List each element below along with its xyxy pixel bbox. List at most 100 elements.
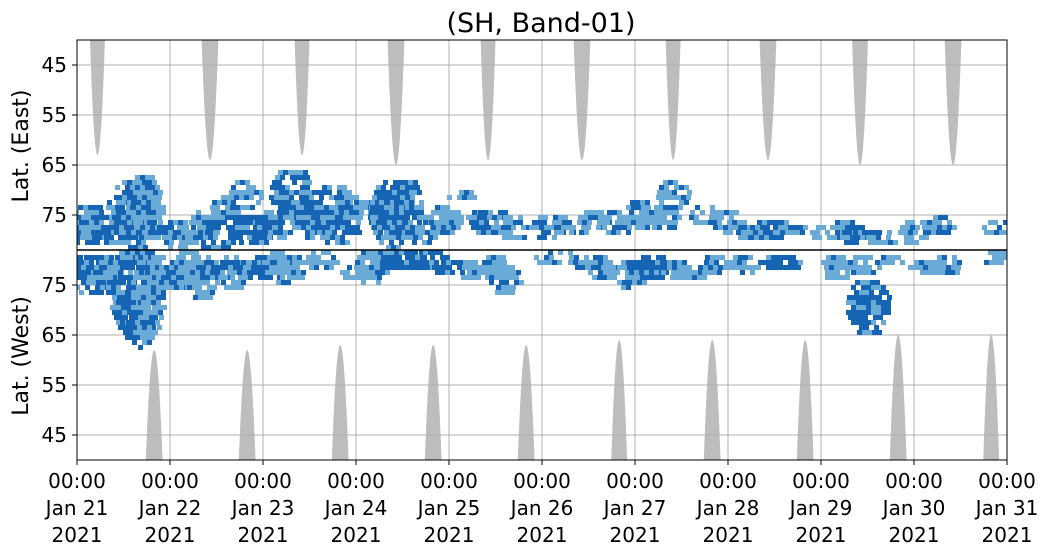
activity-cell xyxy=(719,215,724,220)
activity-cell xyxy=(377,195,382,200)
activity-cell xyxy=(858,255,863,260)
activity-cell xyxy=(853,255,858,260)
activity-cell xyxy=(326,220,331,225)
activity-cell xyxy=(600,220,605,225)
activity-cell xyxy=(723,265,728,270)
activity-cell xyxy=(269,195,274,200)
activity-cell xyxy=(117,295,122,300)
activity-cell xyxy=(946,230,951,235)
activity-cell xyxy=(947,220,952,225)
activity-cell xyxy=(263,230,268,235)
activity-cell xyxy=(199,220,204,225)
activity-cell xyxy=(496,270,501,275)
activity-cell xyxy=(205,280,210,285)
activity-cell xyxy=(630,260,635,265)
activity-cell xyxy=(876,310,881,315)
activity-cell xyxy=(187,285,192,290)
activity-cell xyxy=(871,285,876,290)
activity-cell xyxy=(441,225,446,230)
activity-cell xyxy=(277,210,282,215)
activity-cluster-95 xyxy=(982,220,1007,235)
activity-cell xyxy=(234,190,239,195)
activity-cell xyxy=(750,270,755,275)
activity-cell xyxy=(220,270,225,275)
activity-cell xyxy=(111,205,116,210)
activity-cell xyxy=(854,290,859,295)
activity-cell xyxy=(143,330,148,335)
activity-cell xyxy=(500,290,505,295)
activity-cell xyxy=(140,250,145,255)
activity-cell xyxy=(329,210,334,215)
night-region-west-9 xyxy=(889,335,907,460)
activity-cell xyxy=(657,215,662,220)
activity-cell xyxy=(408,235,413,240)
activity-cell xyxy=(446,225,451,230)
activity-cell xyxy=(569,255,574,260)
activity-cell xyxy=(487,260,492,265)
activity-cell xyxy=(249,240,254,245)
activity-cell xyxy=(640,260,645,265)
activity-cell xyxy=(392,255,397,260)
activity-cell xyxy=(215,205,220,210)
activity-cluster-63 xyxy=(554,225,589,235)
activity-cell xyxy=(314,205,319,210)
activity-cell xyxy=(85,285,90,290)
activity-cell xyxy=(272,225,277,230)
activity-cell xyxy=(69,220,74,225)
activity-cell xyxy=(340,225,345,230)
activity-cell xyxy=(383,180,388,185)
activity-cell xyxy=(459,220,464,225)
activity-cell xyxy=(130,335,135,340)
activity-cell xyxy=(627,225,632,230)
activity-cell xyxy=(280,185,285,190)
activity-cell xyxy=(340,240,345,245)
activity-cell xyxy=(992,255,997,260)
activity-cell xyxy=(136,285,141,290)
activity-cell xyxy=(926,230,931,235)
activity-cell xyxy=(552,220,557,225)
activity-cell xyxy=(161,255,166,260)
activity-cell xyxy=(148,310,153,315)
activity-cell xyxy=(206,245,211,250)
activity-cell xyxy=(713,225,718,230)
activity-cell xyxy=(329,195,334,200)
activity-cell xyxy=(877,330,882,335)
activity-cell xyxy=(867,330,872,335)
activity-cell xyxy=(104,265,109,270)
activity-cell xyxy=(128,245,133,250)
activity-cell xyxy=(905,225,910,230)
activity-cell xyxy=(254,230,259,235)
activity-cell xyxy=(998,250,1003,255)
activity-cell xyxy=(999,230,1004,235)
activity-cell xyxy=(379,240,384,245)
activity-cell xyxy=(456,260,461,265)
activity-cell xyxy=(374,190,379,195)
activity-cell xyxy=(391,245,396,250)
activity-cell xyxy=(420,265,425,270)
activity-cell xyxy=(70,235,75,240)
activity-cell xyxy=(257,225,262,230)
activity-cell xyxy=(118,260,123,265)
activity-cell xyxy=(389,240,394,245)
activity-cluster-27 xyxy=(229,180,264,210)
activity-cell xyxy=(275,175,280,180)
activity-cell xyxy=(116,305,121,310)
activity-cell xyxy=(133,275,138,280)
activity-cell xyxy=(852,295,857,300)
activity-cell xyxy=(305,175,310,180)
activity-cell xyxy=(66,230,71,235)
x-tick-text: Jan 27 xyxy=(602,496,667,520)
activity-cell xyxy=(128,270,133,275)
activity-cell xyxy=(126,320,131,325)
activity-cell xyxy=(206,265,211,270)
activity-cell xyxy=(663,180,668,185)
activity-cell xyxy=(654,270,659,275)
activity-cell xyxy=(195,275,200,280)
activity-cell xyxy=(134,315,139,320)
activity-cell xyxy=(557,260,562,265)
activity-cell xyxy=(506,225,511,230)
activity-cell xyxy=(211,215,216,220)
activity-cell xyxy=(101,230,106,235)
activity-cell xyxy=(736,230,741,235)
